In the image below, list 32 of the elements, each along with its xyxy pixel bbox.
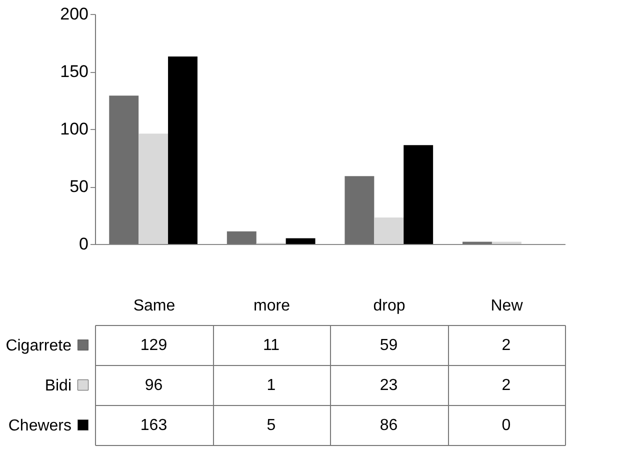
data-label: 163 (140, 417, 168, 434)
legend-label: Chewers (8, 418, 72, 434)
bar (226, 231, 256, 244)
legend-label: Bidi (44, 378, 72, 394)
bar (344, 176, 374, 244)
x-tick-label: more (254, 298, 290, 314)
bar (168, 56, 198, 244)
x-tick-label: drop (373, 298, 406, 314)
x-tick-label: Same (133, 298, 176, 314)
data-label: 2 (502, 337, 511, 354)
bar (286, 238, 316, 244)
data-label: 86 (380, 417, 398, 434)
bar (374, 218, 404, 244)
y-tick-label: 0 (79, 234, 88, 254)
bar (404, 145, 434, 244)
data-label: 0 (502, 417, 511, 434)
legend-label: Cigarrete (6, 338, 72, 354)
data-label: 11 (262, 337, 280, 354)
data-label: 96 (144, 377, 163, 394)
x-tick-label: New (490, 298, 524, 314)
bar (138, 134, 168, 244)
y-tick-label: 50 (70, 177, 88, 196)
data-label: 5 (266, 417, 276, 434)
y-tick-label: 200 (60, 4, 88, 24)
data-label: 59 (380, 337, 398, 354)
bar (109, 96, 139, 244)
data-label: 2 (502, 377, 511, 394)
y-tick-label: 100 (60, 120, 88, 138)
y-tick-label: 150 (60, 62, 88, 81)
data-label: 1 (266, 377, 276, 394)
data-label: 23 (380, 377, 398, 394)
data-label: 129 (140, 337, 168, 354)
